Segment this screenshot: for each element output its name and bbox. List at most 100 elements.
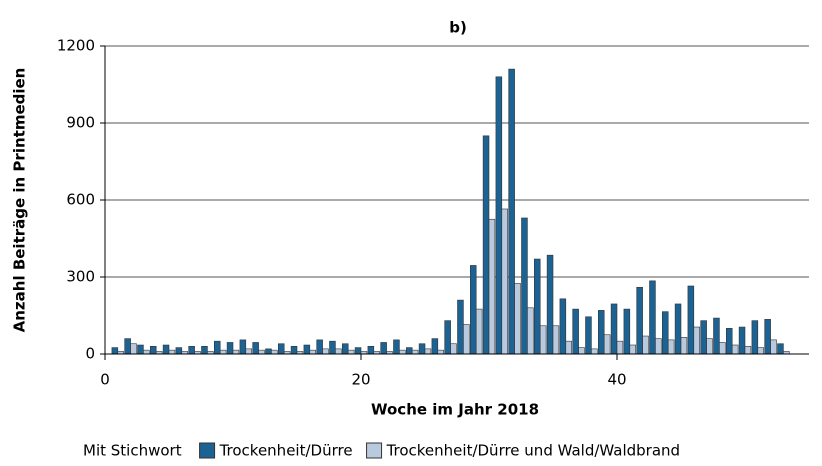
y-tick-label: 300 — [66, 268, 95, 286]
bar — [406, 347, 413, 355]
bar — [655, 338, 662, 355]
bar — [278, 343, 285, 355]
bar — [687, 285, 695, 355]
legend-label: Trockenheit/Dürre — [219, 442, 353, 460]
bar — [470, 265, 477, 355]
bar — [738, 326, 746, 355]
y-tick-label: 1200 — [57, 37, 95, 55]
bar — [719, 342, 726, 355]
bar — [495, 76, 503, 355]
bar — [168, 349, 176, 355]
bar — [501, 208, 508, 355]
legend-label: Trockenheit/Dürre und Wald/Waldbrand — [386, 442, 681, 460]
bar — [143, 349, 150, 355]
bar — [399, 349, 406, 355]
bar — [488, 218, 496, 355]
y-tick-label: 900 — [66, 114, 95, 132]
bar — [636, 286, 643, 355]
bar — [546, 254, 554, 355]
bar — [616, 340, 624, 355]
bar — [411, 349, 419, 355]
bar — [552, 325, 560, 355]
bar — [514, 283, 521, 355]
bar — [367, 345, 375, 355]
bar — [744, 345, 752, 355]
bar — [290, 345, 298, 355]
y-axis-label: Anzahl Beiträge in Printmedien — [11, 68, 29, 333]
y-tick-label: 0 — [85, 345, 95, 363]
chart-title: b) — [449, 19, 467, 37]
bar — [559, 298, 567, 355]
bar — [418, 343, 426, 355]
bar — [508, 68, 515, 355]
bar — [623, 308, 631, 355]
bar — [475, 308, 483, 355]
x-tick-label: 20 — [351, 371, 370, 389]
bar — [706, 338, 713, 355]
bar — [130, 343, 137, 355]
bar — [303, 344, 311, 355]
bar — [667, 339, 675, 355]
bar — [598, 310, 605, 355]
bar — [642, 335, 649, 355]
bar — [393, 339, 400, 355]
bar — [777, 343, 784, 355]
bar — [329, 340, 336, 355]
bar — [731, 344, 739, 355]
bar — [124, 338, 131, 355]
bar — [431, 338, 439, 355]
bar — [662, 311, 669, 355]
bar — [322, 348, 329, 355]
bar — [572, 308, 579, 355]
bar — [271, 349, 278, 355]
bar — [534, 258, 541, 355]
bar — [700, 320, 707, 355]
bar — [713, 317, 720, 355]
bar — [201, 345, 208, 355]
bar — [539, 325, 547, 355]
legend-swatch — [366, 442, 383, 459]
bar — [610, 303, 618, 355]
x-tick-label: 40 — [607, 371, 626, 389]
bar — [380, 342, 387, 355]
bar — [252, 342, 259, 355]
bar — [527, 307, 534, 355]
bar — [585, 316, 592, 355]
bar — [347, 349, 355, 355]
bar — [424, 348, 432, 355]
bar — [463, 324, 470, 355]
bar — [214, 340, 221, 355]
bar — [162, 344, 170, 355]
bar — [226, 342, 234, 355]
bar — [565, 340, 572, 355]
bar — [316, 339, 323, 355]
bar — [354, 347, 362, 355]
x-tick-label: 0 — [100, 371, 110, 389]
bar — [649, 280, 656, 355]
bar — [245, 348, 252, 355]
bar — [175, 347, 183, 355]
bar — [482, 135, 490, 355]
bar — [603, 334, 611, 355]
bar — [444, 320, 451, 355]
bar — [674, 303, 682, 355]
bar — [342, 343, 349, 355]
bar — [150, 345, 157, 355]
bar — [437, 349, 444, 355]
bar — [265, 348, 272, 355]
bar — [450, 343, 457, 355]
bar — [232, 349, 240, 355]
bar — [764, 319, 771, 355]
bar — [239, 339, 247, 355]
bar — [521, 217, 528, 355]
y-tick-label: 600 — [66, 191, 95, 209]
bar — [757, 347, 764, 355]
bar — [693, 326, 700, 355]
bar — [335, 348, 342, 355]
bar — [219, 349, 227, 355]
bar — [680, 337, 688, 355]
bar — [188, 345, 195, 355]
bar — [457, 299, 464, 355]
bar — [726, 328, 733, 355]
